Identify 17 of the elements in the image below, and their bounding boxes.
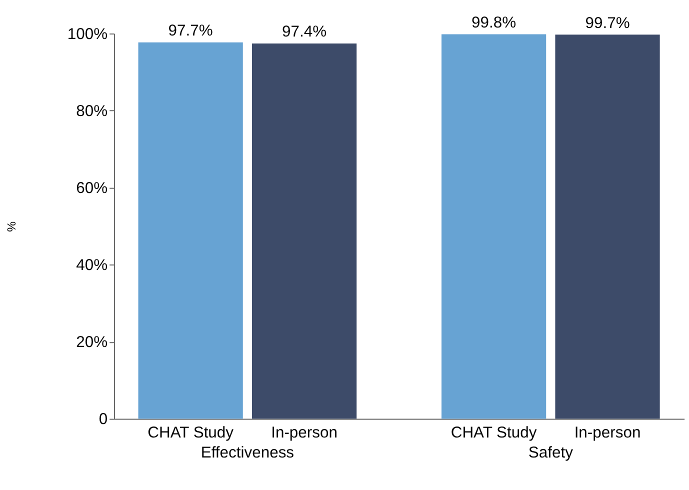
y-tick-label: 100% (67, 26, 108, 43)
y-tick-label: 40% (76, 257, 108, 274)
text: In-person (574, 424, 641, 442)
text: CHAT Study (450, 424, 537, 442)
data-label: 99.8% (472, 14, 516, 32)
y-tick-label: 0 (98, 411, 108, 428)
y-tick-label: 60% (76, 180, 108, 198)
y-axis-title: % (5, 220, 18, 232)
data-label: 97.7% (168, 22, 213, 40)
y-tick-label: 80% (76, 102, 108, 120)
x-tick-label: Effectiveness (200, 444, 294, 462)
x-tick-label: Safety (528, 444, 574, 462)
data-label: 99.7% (585, 14, 630, 32)
series-label: CHAT Study (148, 424, 234, 442)
series-label: In-person (271, 424, 338, 442)
y-tick-label: 20% (76, 334, 108, 352)
data-label: 97.4% (282, 24, 327, 41)
